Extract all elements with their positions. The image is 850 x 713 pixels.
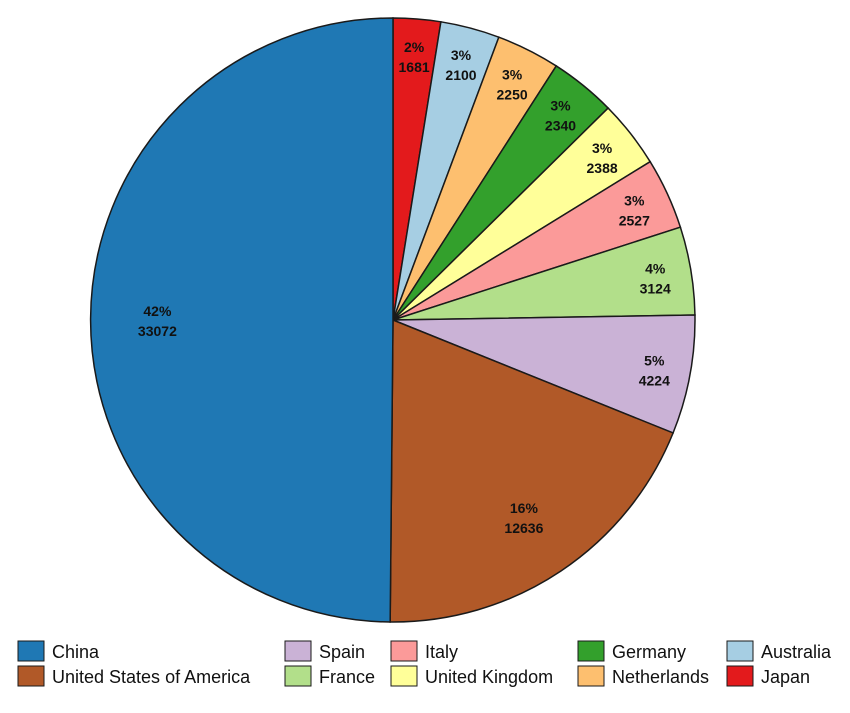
pie-slice-spain	[392, 314, 696, 434]
slice-value-label: 2527	[619, 213, 650, 229]
legend-swatch-spain	[284, 640, 312, 662]
legend-label-united-kingdom: United Kingdom	[425, 667, 553, 687]
pie-slice-united-states-of-america	[389, 318, 675, 623]
legend-swatch-italy	[390, 640, 418, 662]
slice-value-label: 33072	[138, 323, 177, 339]
slice-value-label: 2100	[445, 67, 476, 83]
slice-value-label: 2340	[545, 118, 576, 134]
legend-swatch-germany	[577, 640, 605, 662]
slice-percent-label: 3%	[624, 193, 645, 209]
slice-percent-label: 2%	[404, 39, 425, 55]
legend-swatch-united-kingdom	[390, 665, 418, 687]
legend-label-china: China	[52, 642, 100, 662]
legend-label-japan: Japan	[761, 667, 810, 687]
pie-slices	[89, 17, 696, 623]
slice-percent-label: 3%	[592, 140, 613, 156]
legend-swatch-france	[284, 665, 312, 687]
legend-swatch-netherlands	[577, 665, 605, 687]
legend-swatch-australia	[726, 640, 754, 662]
slice-percent-label: 4%	[645, 261, 666, 277]
legend-label-australia: Australia	[761, 642, 832, 662]
legend-swatch-china	[17, 640, 45, 662]
slice-value-label: 2388	[587, 160, 618, 176]
legend-swatch-japan	[726, 665, 754, 687]
legend-label-spain: Spain	[319, 642, 365, 662]
legend-label-united-states-of-america: United States of America	[52, 667, 251, 687]
legend-label-italy: Italy	[425, 642, 458, 662]
slice-percent-label: 16%	[510, 500, 539, 516]
slice-percent-label: 5%	[644, 353, 665, 369]
slice-percent-label: 3%	[502, 66, 523, 82]
legend-label-netherlands: Netherlands	[612, 667, 709, 687]
legend-label-germany: Germany	[612, 642, 686, 662]
legend-swatch-united-states-of-america	[17, 665, 45, 687]
slice-value-label: 3124	[640, 281, 671, 297]
slice-percent-label: 3%	[451, 47, 472, 63]
slice-percent-label: 3%	[550, 98, 571, 114]
slice-value-label: 4224	[639, 373, 670, 389]
pie-slice-china	[89, 17, 394, 623]
slice-value-label: 2250	[497, 86, 528, 102]
slice-value-label: 1681	[399, 59, 430, 75]
slice-percent-label: 42%	[143, 303, 172, 319]
legend: China United States of America Spain France…	[17, 640, 832, 687]
legend-label-france: France	[319, 667, 375, 687]
slice-value-label: 12636	[504, 520, 543, 536]
slice-labels: 2% 1681 3% 2100 3% 2250 3% 2340 3% 2388 3% 2527 4% 31…	[138, 39, 671, 536]
